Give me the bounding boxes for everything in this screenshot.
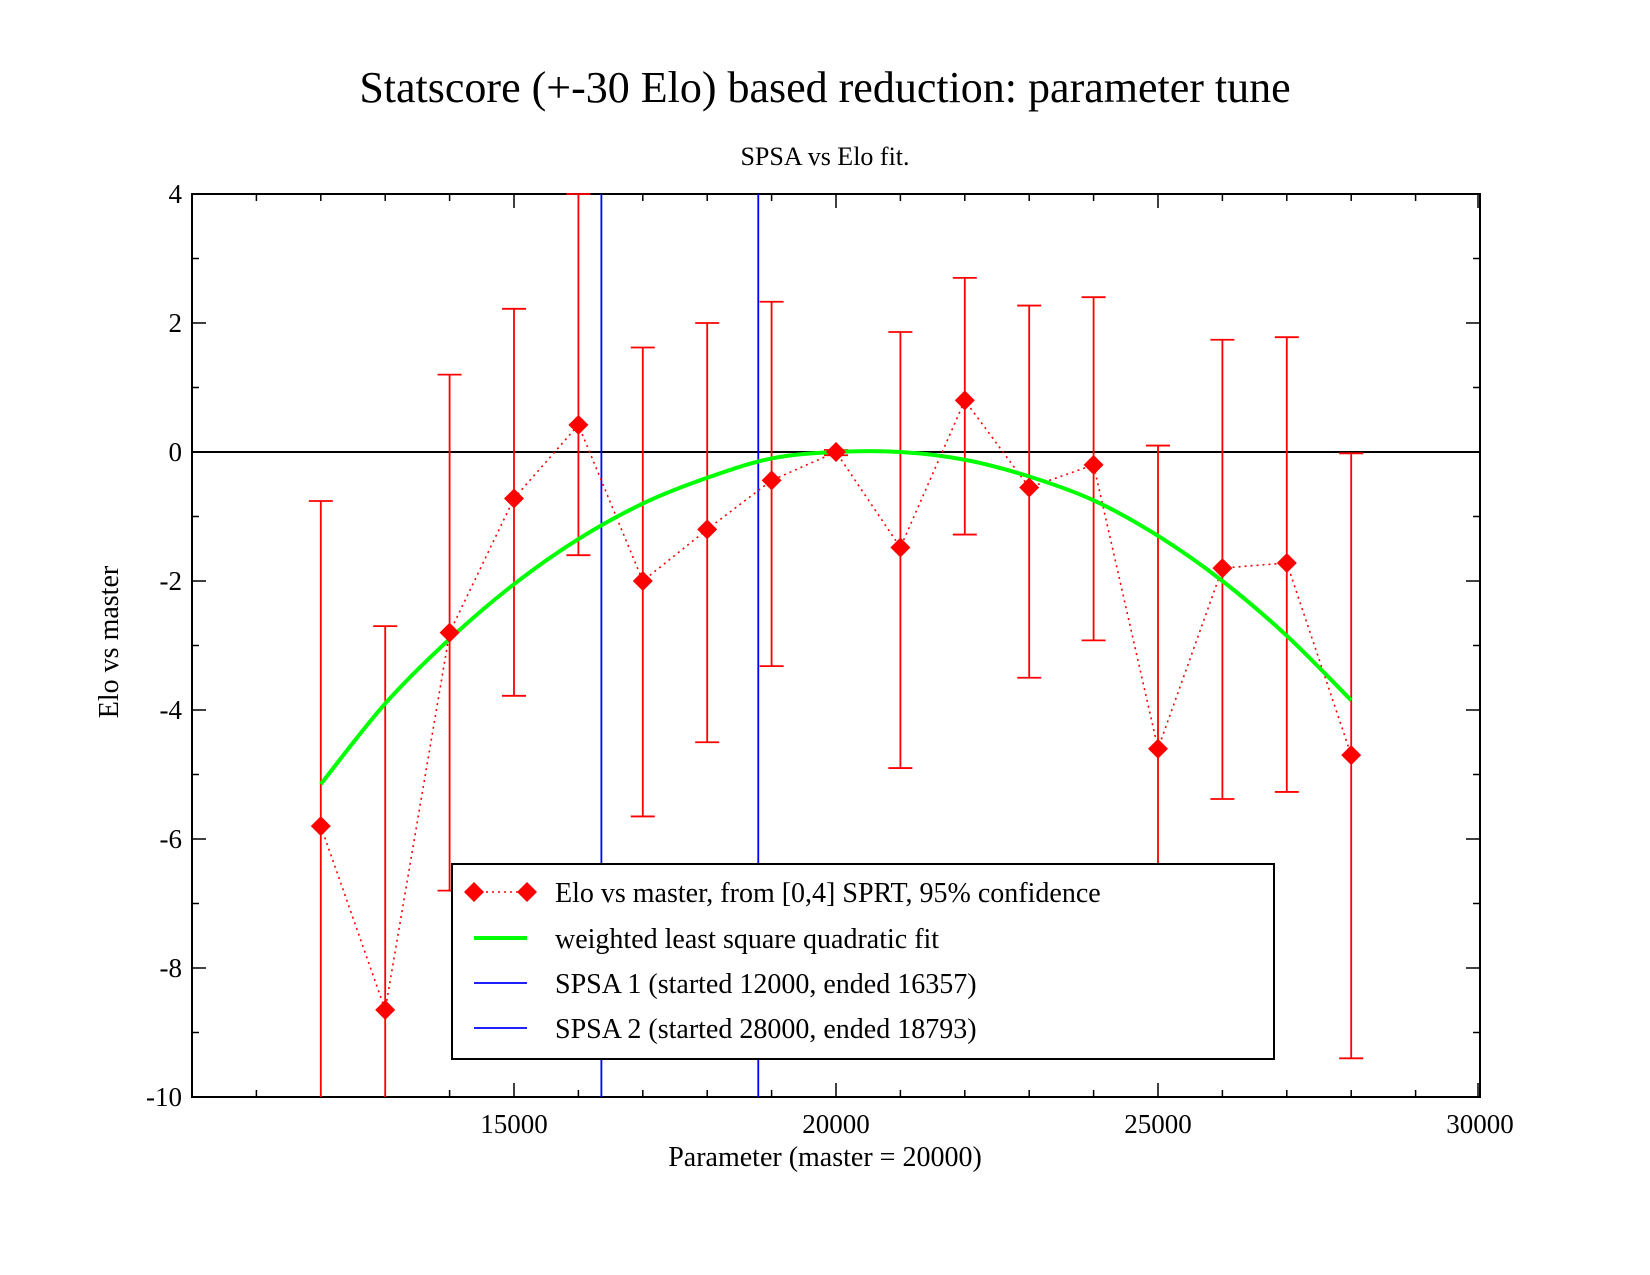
x-axis-label: Parameter (master = 20000) [668, 1142, 982, 1173]
data-point [761, 470, 782, 491]
data-point [504, 488, 524, 509]
y-tick-label: -10 [146, 1082, 182, 1112]
data-point [1341, 745, 1362, 766]
legend-label-points: Elo vs master, from [0,4] SPRT, 95% conf… [555, 878, 1101, 909]
data-point [826, 442, 846, 462]
legend-label-spsa-1: SPSA 1 (started 12000, ended 16357) [555, 969, 977, 1000]
legend: Elo vs master, from [0,4] SPRT, 95% conf… [451, 863, 1275, 1060]
data-point [697, 519, 718, 540]
chart-title: Statscore (+-30 Elo) based reduction: pa… [359, 63, 1290, 112]
legend-box [451, 863, 1275, 1060]
plot-area: 15000 20000 25000 30000 -10 -8 -6 -4 -2 0 2 4 [146, 179, 1514, 1139]
data-point [1148, 738, 1168, 759]
legend-label-fit: weighted least square quadratic fit [555, 924, 939, 955]
x-tick-label: 15000 [480, 1109, 548, 1139]
error-bar [1146, 444, 1170, 873]
error-bar [308, 500, 333, 1097]
y-tick-label: 4 [169, 179, 183, 209]
y-tick-label: -4 [160, 695, 183, 725]
x-tick-label: 30000 [1446, 1109, 1514, 1139]
fit-line [319, 449, 1353, 786]
data-point [310, 816, 331, 837]
data-point [375, 999, 396, 1020]
legend-symbol-diamond [517, 882, 537, 902]
y-tick-label: -8 [160, 953, 183, 983]
y-tick-label: 2 [169, 308, 183, 338]
legend-symbol-diamond [464, 882, 484, 902]
y-axis-label: Elo vs master [94, 565, 125, 718]
data-point [1019, 477, 1040, 498]
x-tick-label: 20000 [802, 1109, 870, 1139]
y-tick-label: -2 [160, 566, 183, 596]
data-point [632, 571, 653, 591]
chart-subtitle: SPSA vs Elo fit. [740, 142, 909, 171]
data-point [954, 390, 975, 411]
error-bar [566, 193, 591, 557]
data-point [1276, 552, 1297, 573]
data-point [568, 414, 589, 435]
y-tick-label: -6 [160, 824, 183, 854]
data-point [1083, 454, 1104, 475]
legend-label-spsa-2: SPSA 2 (started 28000, ended 18793) [555, 1014, 977, 1045]
data-point [890, 537, 911, 558]
y-tick-label: 0 [169, 437, 183, 467]
x-tick-label: 25000 [1124, 1109, 1192, 1139]
data-point [1212, 558, 1233, 579]
data-point [439, 622, 460, 643]
